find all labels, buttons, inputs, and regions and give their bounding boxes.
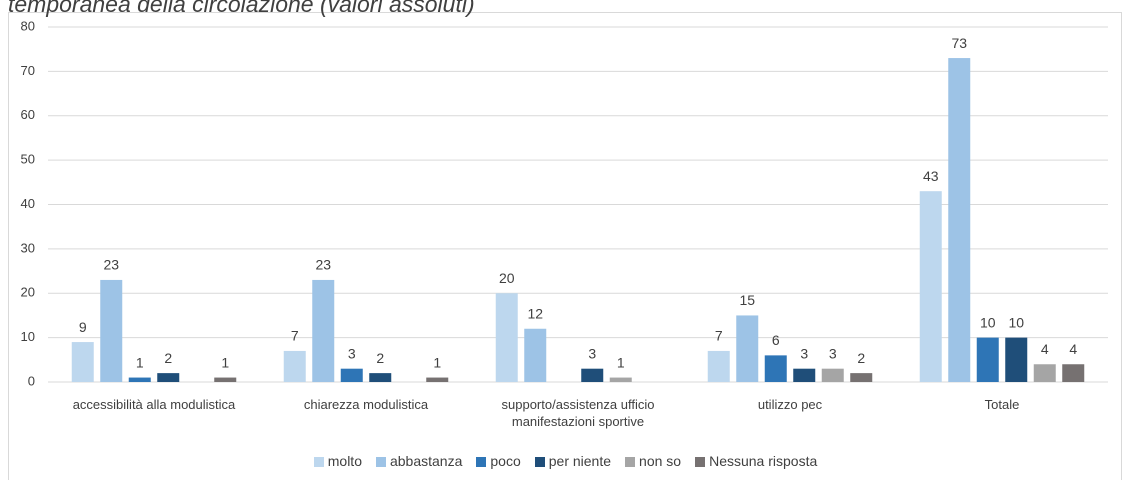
data-label: 3 [588, 345, 596, 361]
data-label: 10 [980, 314, 996, 330]
y-tick-label: 70 [21, 63, 35, 78]
y-tick-label: 80 [21, 18, 35, 33]
bar [850, 373, 873, 382]
bar [340, 368, 363, 382]
data-label: 2 [857, 350, 865, 366]
x-tick-label: Totale [984, 397, 1020, 412]
data-label: 43 [923, 168, 939, 184]
bar [71, 342, 94, 382]
legend-swatch [476, 457, 487, 468]
legend-label: poco [490, 453, 521, 469]
legend-label: molto [327, 453, 362, 469]
data-label: 3 [800, 345, 808, 361]
bar [976, 337, 999, 382]
data-label: 2 [164, 350, 172, 366]
bar [369, 373, 392, 382]
legend-item: per niente [534, 453, 612, 469]
bar [426, 377, 449, 382]
data-label: 6 [772, 332, 780, 348]
legend-item: non so [625, 453, 681, 469]
data-label: 1 [617, 354, 625, 370]
bar [157, 373, 180, 382]
bar [764, 355, 787, 382]
y-tick-label: 40 [21, 196, 35, 211]
data-label: 9 [79, 319, 87, 335]
legend-swatch [695, 457, 706, 468]
data-label: 7 [291, 328, 299, 344]
bar [312, 279, 335, 382]
y-tick-label: 50 [21, 152, 35, 167]
data-label: 10 [1008, 314, 1024, 330]
data-label: 12 [527, 305, 543, 321]
legend-label: non so [639, 453, 682, 469]
data-label: 3 [829, 345, 837, 361]
bar [919, 191, 942, 382]
x-tick-label: supporto/assistenza ufficio manifestazio… [501, 397, 655, 429]
data-label: 15 [739, 292, 755, 308]
data-label: 1 [221, 354, 229, 370]
bar [793, 368, 816, 382]
data-label: 1 [433, 354, 441, 370]
data-label: 4 [1041, 341, 1049, 357]
data-label: 23 [103, 257, 119, 273]
bar [707, 350, 730, 382]
legend-label: abbastanza [389, 453, 463, 469]
data-label: 7 [715, 328, 723, 344]
y-tick-label: 0 [28, 373, 35, 388]
bar [1062, 364, 1085, 382]
data-label: 23 [315, 257, 331, 273]
data-label: 20 [499, 270, 515, 286]
bar [736, 315, 759, 382]
bar [1005, 337, 1028, 382]
legend-swatch [534, 457, 545, 468]
bar [1033, 364, 1056, 382]
legend-label: Nessuna risposta [709, 453, 818, 469]
bar [581, 368, 604, 382]
bar [948, 58, 971, 382]
y-tick-label: 20 [21, 285, 35, 300]
data-label: 3 [348, 345, 356, 361]
y-tick-label: 10 [21, 329, 35, 344]
legend-label: per niente [548, 453, 612, 469]
bar [524, 328, 547, 382]
bar [609, 377, 632, 382]
legend-item: poco [476, 453, 521, 469]
legend-swatch [625, 457, 636, 468]
x-tick-label: utilizzo pec [757, 397, 823, 412]
legend-item: abbastanza [375, 453, 463, 469]
data-label: 4 [1069, 341, 1077, 357]
legend-item: Nessuna risposta [695, 453, 817, 469]
x-tick-label: chiarezza modulistica [303, 397, 429, 412]
data-label: 2 [376, 350, 384, 366]
y-tick-label: 60 [21, 107, 35, 122]
bar [821, 368, 844, 382]
data-label: 73 [951, 35, 967, 51]
legend-item: molto [313, 453, 362, 469]
bar [100, 279, 123, 382]
chart-title: temporanea della circolazione (valori as… [8, 0, 475, 17]
y-tick-label: 30 [21, 240, 35, 255]
data-label: 1 [136, 354, 144, 370]
legend-swatch [375, 457, 386, 468]
bar [283, 350, 306, 382]
bar [495, 293, 518, 382]
x-tick-label: accessibilità alla modulistica [72, 397, 236, 412]
bar [214, 377, 237, 382]
legend-swatch [313, 457, 324, 468]
bar [128, 377, 151, 382]
legend: molto abbastanza poco per niente non so Nessu… [0, 453, 1131, 469]
